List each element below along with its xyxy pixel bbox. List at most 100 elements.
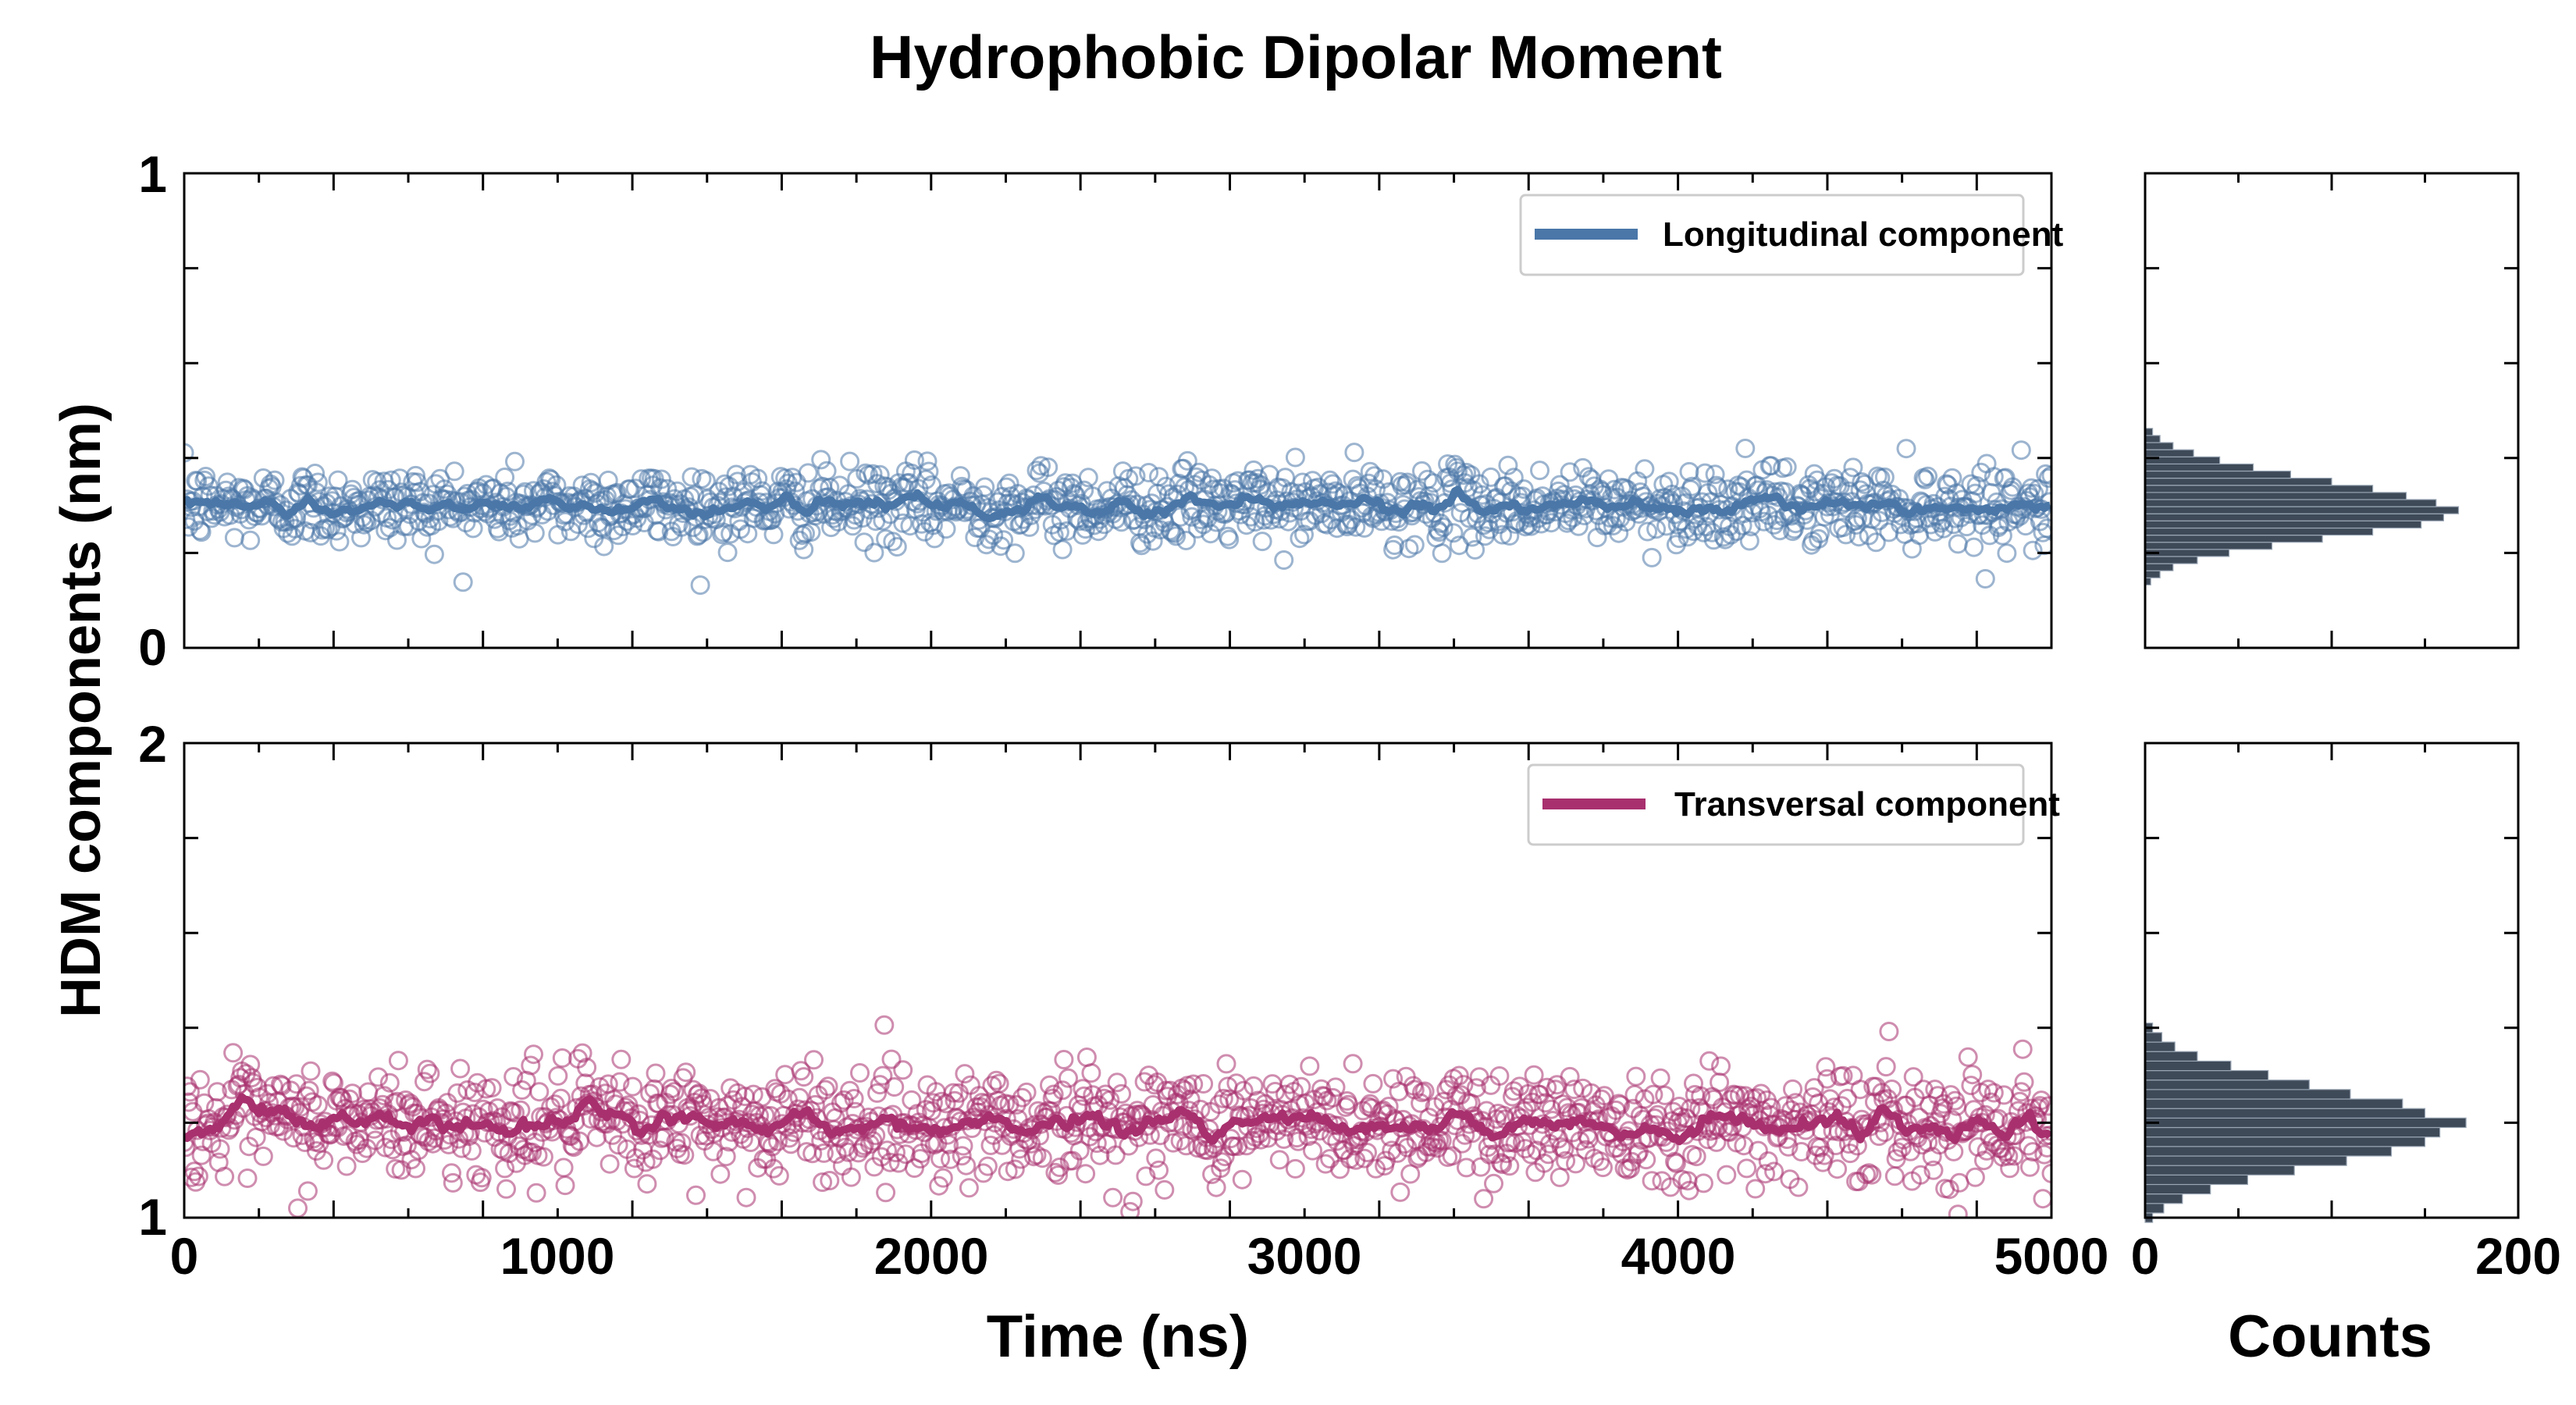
data-point	[895, 1144, 916, 1165]
data-point	[555, 1176, 575, 1196]
data-point	[1325, 1077, 1346, 1097]
data-point	[1941, 1085, 1961, 1105]
histogram-bar	[2144, 513, 2444, 521]
data-point	[1748, 1140, 1768, 1161]
data-point	[1650, 1068, 1670, 1088]
data-point	[1643, 1084, 1663, 1104]
data-point	[1997, 543, 2017, 564]
data-point	[1642, 547, 1662, 567]
data-point	[444, 461, 464, 482]
data-point	[924, 528, 945, 549]
data-point	[1594, 1086, 1614, 1106]
data-point	[1433, 518, 1453, 537]
histogram-bar	[2144, 520, 2422, 529]
data-point	[1684, 521, 1703, 542]
data-point	[461, 1140, 482, 1161]
data-point	[686, 1185, 706, 1205]
data-point	[1896, 439, 1916, 459]
data-point	[813, 1143, 834, 1163]
data-point	[768, 1131, 788, 1151]
data-point	[417, 1059, 437, 1080]
data-point	[533, 1147, 553, 1167]
data-point	[487, 1098, 507, 1119]
data-point	[1466, 1078, 1486, 1098]
data-point	[1183, 1074, 1204, 1094]
data-point	[1150, 1126, 1170, 1146]
data-point	[237, 1168, 258, 1188]
data-point	[1232, 1169, 1252, 1190]
data-point	[1194, 1074, 1214, 1094]
data-point	[623, 1076, 642, 1097]
data-point	[358, 1082, 379, 1102]
data-point	[283, 1128, 304, 1148]
data-point	[210, 1139, 230, 1159]
histogram-bar	[2144, 1203, 2165, 1214]
data-point	[190, 1069, 210, 1090]
transversal-histogram-bars	[2144, 1023, 2467, 1223]
y-tick-label-bottom-min: 1	[138, 1188, 167, 1246]
data-point	[1681, 1098, 1701, 1119]
data-point	[397, 1135, 417, 1155]
histogram-bar	[2144, 1069, 2269, 1081]
data-point	[2016, 516, 2036, 536]
data-point	[943, 1083, 963, 1103]
data-point	[980, 1135, 1001, 1155]
histogram-bar	[2144, 449, 2194, 457]
data-point	[1847, 508, 1867, 528]
data-point	[876, 1183, 896, 1203]
data-point	[1069, 1140, 1090, 1161]
data-point	[1788, 1177, 1809, 1197]
data-point	[368, 1067, 389, 1087]
data-point	[651, 469, 671, 489]
data-point	[1859, 1163, 1879, 1183]
data-point	[463, 518, 483, 539]
data-point	[854, 532, 874, 553]
data-point	[1934, 518, 1954, 539]
data-point	[1449, 1065, 1469, 1086]
data-point	[1166, 526, 1187, 546]
data-point	[308, 1095, 328, 1115]
longitudinal-panel-frame	[183, 172, 2053, 649]
data-point	[1005, 543, 1025, 564]
data-point	[524, 1044, 543, 1065]
data-point	[443, 1172, 463, 1193]
data-point	[496, 1179, 516, 1199]
data-point	[1918, 466, 1938, 486]
data-point	[1610, 1095, 1631, 1115]
data-point	[1383, 1069, 1404, 1089]
transversal-smoothed-line	[184, 1093, 2051, 1146]
data-point	[1240, 507, 1261, 527]
x-tick-label-2000: 2000	[874, 1227, 989, 1285]
data-point	[2038, 1096, 2051, 1116]
data-point	[1430, 513, 1450, 533]
histogram-bar	[2144, 563, 2174, 571]
histogram-bar	[2144, 1193, 2183, 1204]
data-point	[336, 1156, 357, 1176]
data-point	[365, 1130, 386, 1151]
data-point	[710, 1164, 731, 1184]
data-point	[1452, 1133, 1472, 1154]
data-point	[1364, 466, 1385, 486]
data-point	[1059, 1068, 1078, 1088]
data-point	[1806, 482, 1826, 502]
data-point	[1062, 1151, 1083, 1171]
data-point	[1903, 1067, 1923, 1087]
data-point	[420, 1063, 440, 1083]
data-point	[2023, 1142, 2043, 1162]
data-point	[1735, 439, 1756, 458]
data-point	[2037, 518, 2051, 539]
data-point	[1756, 1164, 1776, 1184]
data-point	[464, 1083, 485, 1102]
data-point	[1363, 1073, 1383, 1094]
data-point	[736, 1187, 756, 1208]
data-point	[1019, 517, 1040, 537]
data-point	[1626, 1066, 1646, 1087]
data-point	[305, 464, 326, 483]
data-point	[424, 544, 444, 564]
y-tick-labels: 1 0 2 1	[138, 145, 167, 1246]
data-point	[1493, 1154, 1513, 1175]
data-point	[856, 463, 876, 483]
data-point	[1537, 1077, 1557, 1097]
data-point	[1512, 486, 1532, 507]
data-point	[1228, 471, 1248, 491]
